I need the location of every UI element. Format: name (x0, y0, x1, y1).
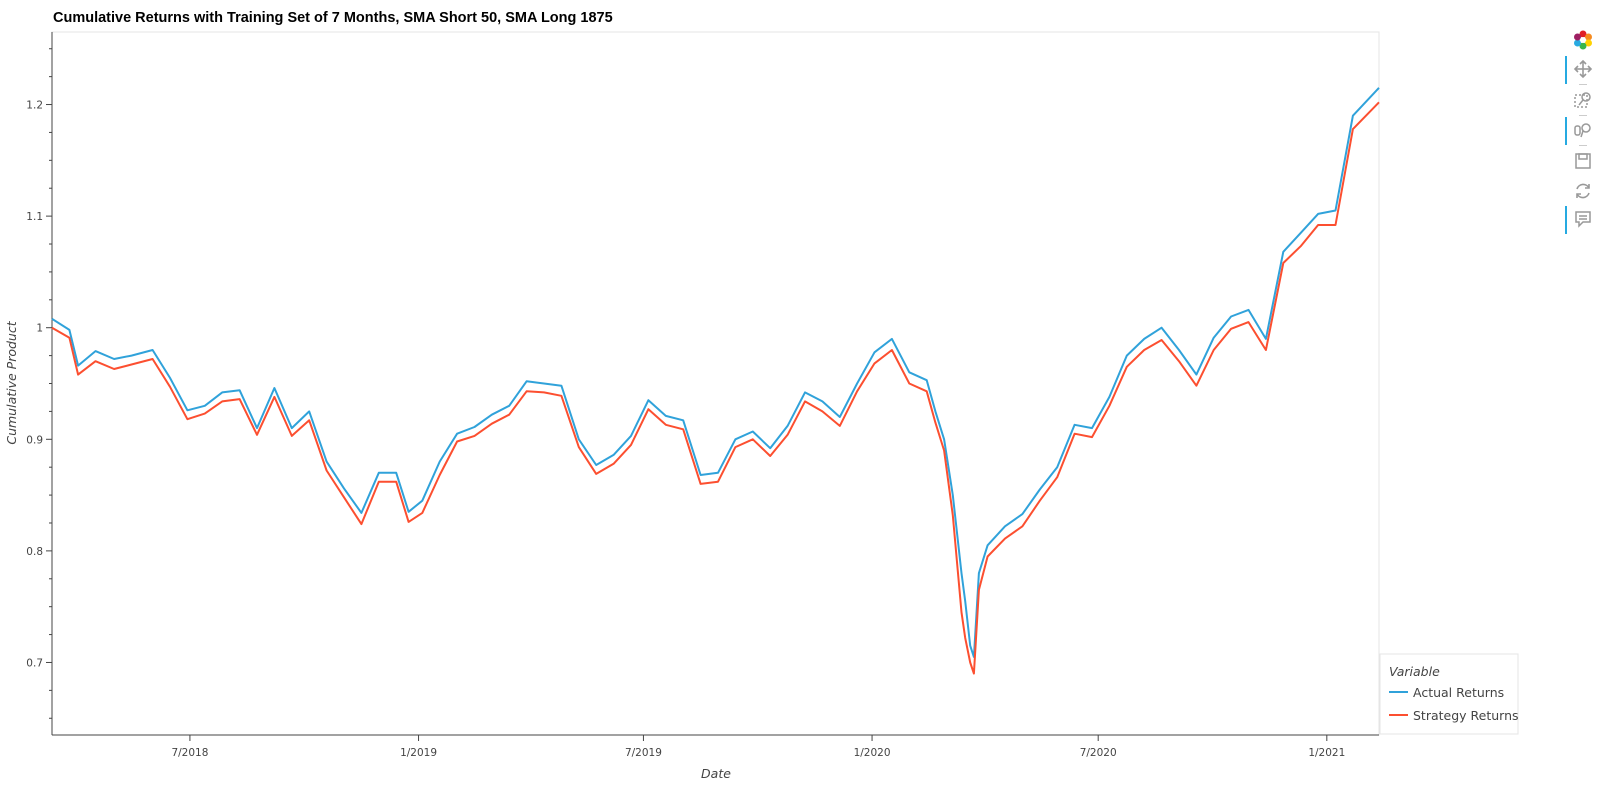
plot-area[interactable] (51, 31, 1380, 736)
x-tick-label: 1/2020 (854, 747, 891, 759)
reset-icon[interactable] (1565, 178, 1599, 204)
hover-icon[interactable] (1565, 206, 1599, 234)
x-axis: 7/2018 1/2019 7/2019 1/2020 7/2020 1/2021 (52, 734, 1379, 759)
y-tick-label: 1.1 (26, 211, 43, 223)
x-tick-label: 1/2019 (400, 747, 437, 759)
x-tick-label: 7/2019 (625, 747, 662, 759)
y-tick-label: 0.8 (26, 546, 43, 558)
save-icon[interactable] (1565, 148, 1599, 174)
y-axis: 0.7 0.8 0.9 1 1.1 1.2 (26, 32, 53, 735)
chart-title: Cumulative Returns with Training Set of … (53, 10, 613, 26)
y-tick-label: 0.9 (26, 434, 43, 446)
wheel-zoom-icon[interactable] (1565, 117, 1599, 145)
series-line-actual-returns[interactable] (51, 87, 1380, 658)
legend-label-actual-returns[interactable]: Actual Returns (1413, 685, 1504, 700)
y-axis-label: Cumulative Product (4, 320, 19, 444)
x-tick-label: 7/2020 (1080, 747, 1117, 759)
y-tick-label: 0.7 (26, 657, 43, 669)
x-tick-label: 1/2021 (1308, 747, 1345, 759)
y-tick-label: 1.2 (26, 100, 43, 112)
legend-box (1379, 653, 1519, 735)
legend: Variable Actual Returns Strategy Returns (1379, 653, 1519, 735)
legend-title: Variable (1389, 664, 1440, 679)
y-tick-label: 1 (36, 323, 43, 335)
bokeh-logo-icon[interactable] (1565, 27, 1599, 53)
legend-label-strategy-returns[interactable]: Strategy Returns (1413, 708, 1519, 723)
series-line-strategy-returns[interactable] (51, 101, 1380, 675)
box-zoom-icon[interactable] (1565, 87, 1599, 113)
series-lines (51, 87, 1380, 675)
x-axis-label: Date (701, 766, 731, 781)
x-tick-label: 7/2018 (171, 747, 208, 759)
toolbar (1565, 25, 1599, 255)
pan-icon[interactable] (1565, 56, 1599, 84)
